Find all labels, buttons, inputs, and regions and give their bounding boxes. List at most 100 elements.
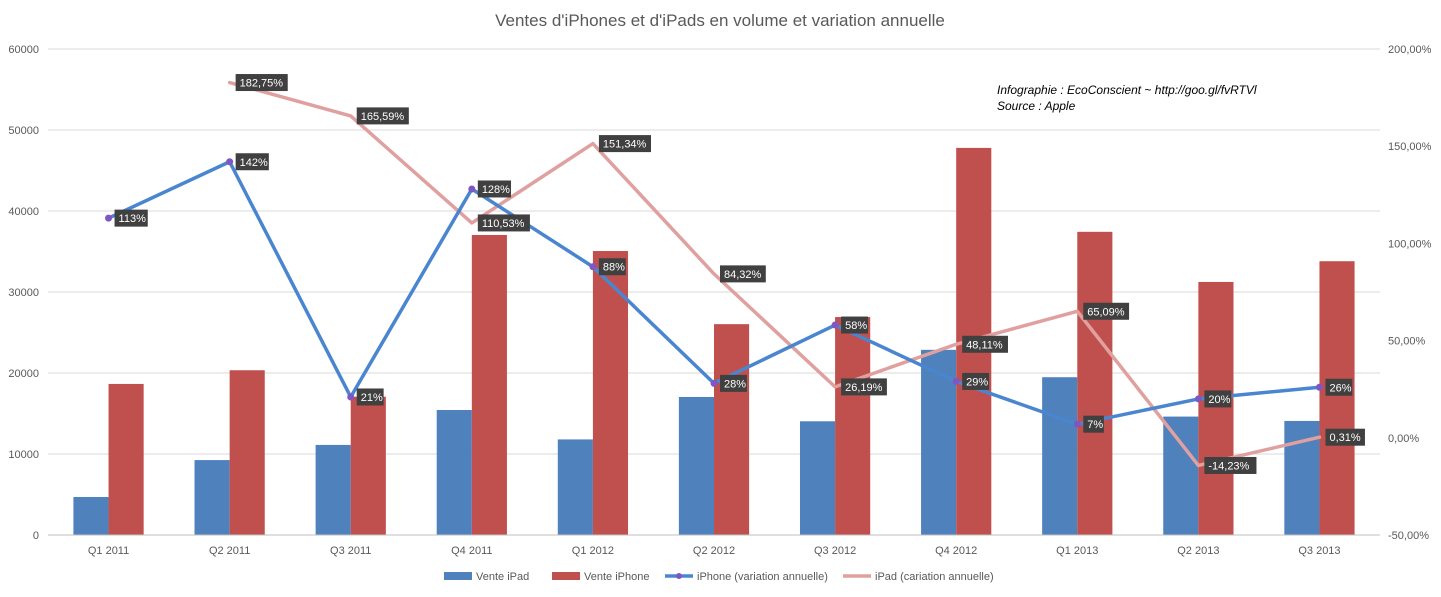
x-tick-label: Q2 2011 [209, 545, 250, 557]
left-tick-label: 0 [33, 530, 39, 542]
iphone-data-label: 21% [361, 392, 383, 404]
x-tick-label: Q3 2012 [814, 545, 856, 557]
ipad-data-label-box [235, 74, 288, 92]
bar-series [73, 147, 1355, 535]
iphone-data-label: 142% [240, 157, 268, 169]
right-tick-label: 150,00% [1388, 141, 1432, 153]
ipad-line [227, 80, 1322, 468]
iphone-bar [108, 383, 144, 535]
ipad-bar [557, 439, 593, 535]
chart-title: Ventes d'iPhones et d'iPads en volume et… [495, 11, 945, 30]
iphone-data-label: 7% [1087, 419, 1103, 431]
left-tick-label: 50000 [8, 125, 39, 137]
iphone-bar [592, 251, 629, 535]
legend-iphone-swatch [552, 572, 580, 580]
iphone-data-label-box [1204, 390, 1232, 408]
ipad-data-label: 26,19% [845, 382, 883, 394]
data-labels: 113% 142% 21% 128% 88% 28% 58% 29% 7% 20% 26% 182,7… [114, 74, 1365, 474]
iphone-data-label: 29% [966, 376, 988, 388]
right-tick-label: 0,00% [1388, 433, 1419, 445]
iphone-marker [1194, 395, 1202, 403]
legend: Vente iPad Vente iPhone iPhone (variation … [444, 571, 994, 583]
iphone-data-label: 20% [1208, 394, 1230, 406]
iphone-marker [710, 379, 718, 387]
ipad-data-label: 110,53% [482, 218, 525, 230]
ipad-bar [73, 497, 109, 535]
ipad-bar [921, 349, 957, 535]
left-tick-label: 30000 [8, 287, 39, 299]
ipad-data-label-box [962, 335, 1008, 353]
right-axis: -50,00% 0,00% 50,00% 100,00% 150,00% 200,00% [1388, 44, 1432, 542]
annotation-source: Source : Apple [997, 99, 1076, 113]
legend-iphone-label: Vente iPhone [584, 571, 649, 583]
ipad-data-label: 84,32% [724, 269, 762, 281]
iphone-data-label: 28% [724, 378, 746, 390]
right-tick-label: 100,00% [1388, 238, 1432, 250]
iphone-data-label: 88% [603, 262, 625, 274]
x-tick-label: Q2 2012 [693, 545, 735, 557]
ipad-data-label: 65,09% [1087, 306, 1125, 318]
iphone-data-label: 128% [482, 184, 510, 196]
iphone-marker [1073, 420, 1081, 428]
left-tick-label: 10000 [8, 449, 39, 461]
ipad-bar [1042, 377, 1078, 535]
iphone-data-label-box [356, 388, 384, 406]
iphone-data-label: 26% [1329, 382, 1351, 394]
legend-iphone-variation-label: iPhone (variation annuelle) [697, 571, 828, 583]
iphone-data-label: 113% [119, 213, 147, 225]
iphone-bar [1077, 231, 1113, 535]
x-tick-label: Q1 2012 [572, 545, 614, 557]
iphone-marker [1315, 383, 1323, 391]
ipad-data-label-box [598, 135, 652, 153]
ipad-data-label: 165,59% [361, 111, 405, 123]
ipad-bar [194, 460, 230, 535]
right-tick-label: 50,00% [1388, 336, 1426, 348]
x-tick-label: Q3 2013 [1298, 545, 1340, 557]
iphone-data-label-box [477, 180, 512, 198]
iphone-marker [105, 214, 113, 222]
x-tick-label: Q1 2013 [1056, 545, 1098, 557]
ipad-data-label-box [720, 265, 766, 283]
x-tick-label: Q4 2012 [935, 545, 977, 557]
left-tick-label: 60000 [8, 44, 39, 56]
iphone-marker [468, 185, 476, 193]
iphone-data-label-box [720, 374, 747, 392]
ipad-data-label-box [477, 214, 530, 232]
right-tick-label: 200,00% [1388, 44, 1432, 56]
ipad-bar [436, 410, 472, 535]
iphone-marker [831, 321, 839, 329]
line-series [105, 80, 1323, 468]
ipad-data-label-box [1325, 428, 1365, 446]
right-tick-label: -50,00% [1388, 530, 1429, 542]
x-tick-label: Q3 2011 [330, 545, 371, 557]
iphone-data-label: 58% [845, 320, 867, 332]
left-axis: 0 10000 20000 30000 40000 50000 60000 [8, 44, 39, 542]
legend-ipad-swatch [444, 572, 472, 580]
ipad-data-label: 182,75% [240, 78, 284, 90]
ipad-bar [678, 396, 714, 535]
iphone-marker [347, 393, 355, 401]
ipad-data-label: 0,31% [1329, 432, 1360, 444]
ipad-data-label: 151,34% [603, 139, 647, 151]
x-tick-label: Q2 2013 [1177, 545, 1219, 557]
iphone-marker [952, 377, 960, 385]
left-tick-label: 40000 [8, 206, 39, 218]
x-tick-label: Q1 2011 [88, 545, 129, 557]
iphone-data-label-box [1325, 378, 1353, 396]
iphone-marker [226, 158, 234, 166]
iphone-data-label-box [598, 258, 626, 276]
annotation-credit: Infographie : EcoConscient ~ http://goo.… [997, 83, 1257, 97]
ipad-data-label-box [841, 378, 887, 396]
ipad-data-label: 48,11% [966, 339, 1003, 351]
ipad-data-label-box [356, 107, 409, 125]
legend-iphone-variation-marker [676, 573, 682, 579]
ipad-bar [1163, 416, 1199, 535]
legend-ipad-label: Vente iPad [476, 571, 529, 583]
iphone-bar [229, 370, 265, 535]
iphone-bar [1198, 281, 1234, 535]
iphone-bar [835, 317, 871, 535]
ipad-data-label: -14,23% [1208, 460, 1249, 472]
x-tick-label: Q4 2011 [451, 545, 492, 557]
ipad-data-label-box [1204, 456, 1257, 474]
